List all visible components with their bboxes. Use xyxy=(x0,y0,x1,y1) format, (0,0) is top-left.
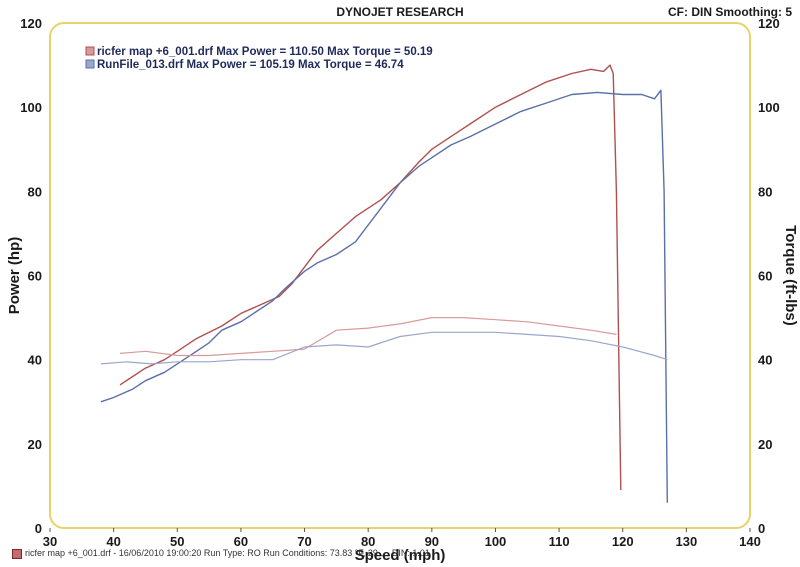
x-tick-label: 140 xyxy=(739,534,761,549)
cf-smoothing-label: CF: DIN Smoothing: 5 xyxy=(668,5,792,19)
series-line-power-ricfer xyxy=(119,64,622,491)
y-tick-label: 20 xyxy=(28,437,42,452)
x-tick-label: 60 xyxy=(234,534,248,549)
legend: ricfer map +6_001.drf Max Power = 110.50… xyxy=(85,46,433,71)
y2-tick-labels: 0 20 40 60 80 100 120 xyxy=(758,16,780,536)
series-line-torque-ricfer xyxy=(119,317,617,357)
x-axis-label: Speed (mph) xyxy=(355,547,446,564)
y-tick-labels: 0 20 40 60 80 100 120 xyxy=(20,16,42,536)
series-line-torque-runfile xyxy=(100,331,668,365)
y2-tick-label: 100 xyxy=(758,100,780,115)
y-axis-label: Power (hp) xyxy=(6,237,23,315)
y2-tick-label: 80 xyxy=(758,184,772,199)
footer-run-swatch xyxy=(12,548,22,559)
x-tick-label: 100 xyxy=(485,534,507,549)
y2-axis-label: Torque (ft-lbs) xyxy=(782,225,799,326)
legend-swatch xyxy=(85,46,95,56)
x-tick-label: 80 xyxy=(361,534,375,549)
y-tick-label: 120 xyxy=(20,16,42,31)
x-tick-label: 70 xyxy=(297,534,311,549)
footer-run-text: ricfer map +6_001.drf - 16/06/2010 19:00… xyxy=(25,548,430,558)
x-tick-labels: 30 40 50 60 70 80 90 100 110 120 130 140 xyxy=(43,528,761,549)
legend-entry: ricfer map +6_001.drf Max Power = 110.50… xyxy=(97,46,433,58)
x-tick-label: 90 xyxy=(425,534,439,549)
y-tick-label: 60 xyxy=(28,269,42,284)
x-tick-label: 40 xyxy=(106,534,120,549)
x-tick-label: 120 xyxy=(612,534,634,549)
y-tick-label: 100 xyxy=(20,100,42,115)
y-tick-label: 80 xyxy=(28,184,42,199)
x-tick-label: 130 xyxy=(676,534,698,549)
y2-tick-label: 0 xyxy=(758,521,765,536)
y2-tick-label: 40 xyxy=(758,353,772,368)
legend-entry: RunFile_013.drf Max Power = 105.19 Max T… xyxy=(97,59,404,71)
plot-frame xyxy=(49,22,751,529)
y-tick-label: 0 xyxy=(35,521,42,536)
x-tick-label: 50 xyxy=(170,534,184,549)
x-tick-label: 30 xyxy=(43,534,57,549)
chart-title: DYNOJET RESEARCH xyxy=(336,5,464,19)
y-tick-label: 40 xyxy=(28,353,42,368)
footer-run-info: ricfer map +6_001.drf - 16/06/2010 19:00… xyxy=(12,548,430,559)
y2-tick-label: 20 xyxy=(758,437,772,452)
series-lines xyxy=(100,64,668,503)
y2-tick-label: 60 xyxy=(758,269,772,284)
plot-border xyxy=(49,22,751,529)
x-tick-label: 110 xyxy=(549,534,570,549)
series-line-power-runfile xyxy=(100,89,668,503)
legend-swatch xyxy=(85,59,95,69)
y2-tick-label: 120 xyxy=(758,16,780,31)
